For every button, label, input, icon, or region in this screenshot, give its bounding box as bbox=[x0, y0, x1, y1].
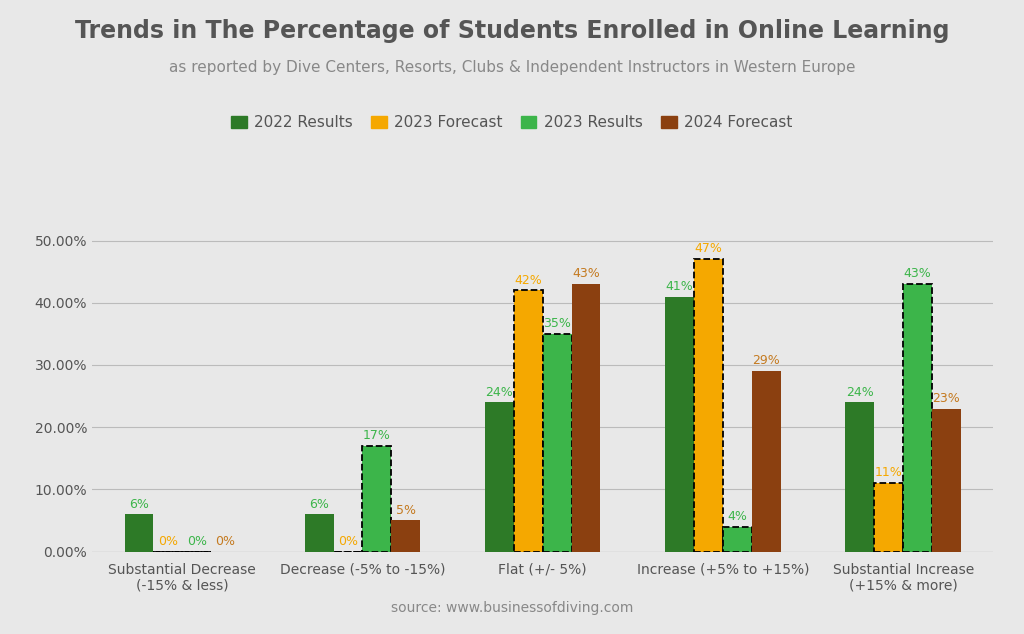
Text: 6%: 6% bbox=[129, 498, 148, 510]
Text: 0%: 0% bbox=[158, 535, 178, 548]
Bar bbox=[932, 408, 961, 552]
Text: 23%: 23% bbox=[933, 392, 961, 404]
Text: 5%: 5% bbox=[395, 504, 416, 517]
Text: 29%: 29% bbox=[753, 354, 780, 368]
Legend: 2022 Results, 2023 Forecast, 2023 Results, 2024 Forecast: 2022 Results, 2023 Forecast, 2023 Result… bbox=[225, 109, 799, 136]
Bar bbox=[571, 284, 600, 552]
Bar bbox=[391, 521, 420, 552]
Bar bbox=[752, 371, 780, 552]
Text: 24%: 24% bbox=[846, 385, 873, 399]
Text: 24%: 24% bbox=[485, 385, 513, 399]
Text: 0%: 0% bbox=[215, 535, 236, 548]
Bar bbox=[846, 403, 874, 552]
Bar bbox=[694, 259, 723, 552]
Text: 0%: 0% bbox=[338, 535, 358, 548]
Bar bbox=[362, 446, 391, 552]
Text: 47%: 47% bbox=[694, 242, 723, 256]
Text: 42%: 42% bbox=[514, 274, 542, 287]
Text: 0%: 0% bbox=[186, 535, 207, 548]
Bar bbox=[874, 483, 903, 552]
Bar bbox=[903, 284, 932, 552]
Bar bbox=[125, 514, 154, 552]
Text: 11%: 11% bbox=[874, 467, 902, 479]
Bar bbox=[485, 403, 514, 552]
Text: 17%: 17% bbox=[362, 429, 391, 442]
Bar bbox=[305, 514, 334, 552]
Bar bbox=[543, 334, 571, 552]
Text: 43%: 43% bbox=[904, 268, 932, 280]
Text: Trends in The Percentage of Students Enrolled in Online Learning: Trends in The Percentage of Students Enr… bbox=[75, 19, 949, 43]
Text: source: www.businessofdiving.com: source: www.businessofdiving.com bbox=[391, 601, 633, 615]
Text: as reported by Dive Centers, Resorts, Clubs & Independent Instructors in Western: as reported by Dive Centers, Resorts, Cl… bbox=[169, 60, 855, 75]
Text: 4%: 4% bbox=[727, 510, 748, 523]
Text: 41%: 41% bbox=[666, 280, 693, 293]
Bar bbox=[514, 290, 543, 552]
Text: 43%: 43% bbox=[572, 268, 600, 280]
Text: 35%: 35% bbox=[543, 317, 571, 330]
Bar bbox=[723, 527, 752, 552]
Text: 6%: 6% bbox=[309, 498, 329, 510]
Bar bbox=[666, 297, 694, 552]
